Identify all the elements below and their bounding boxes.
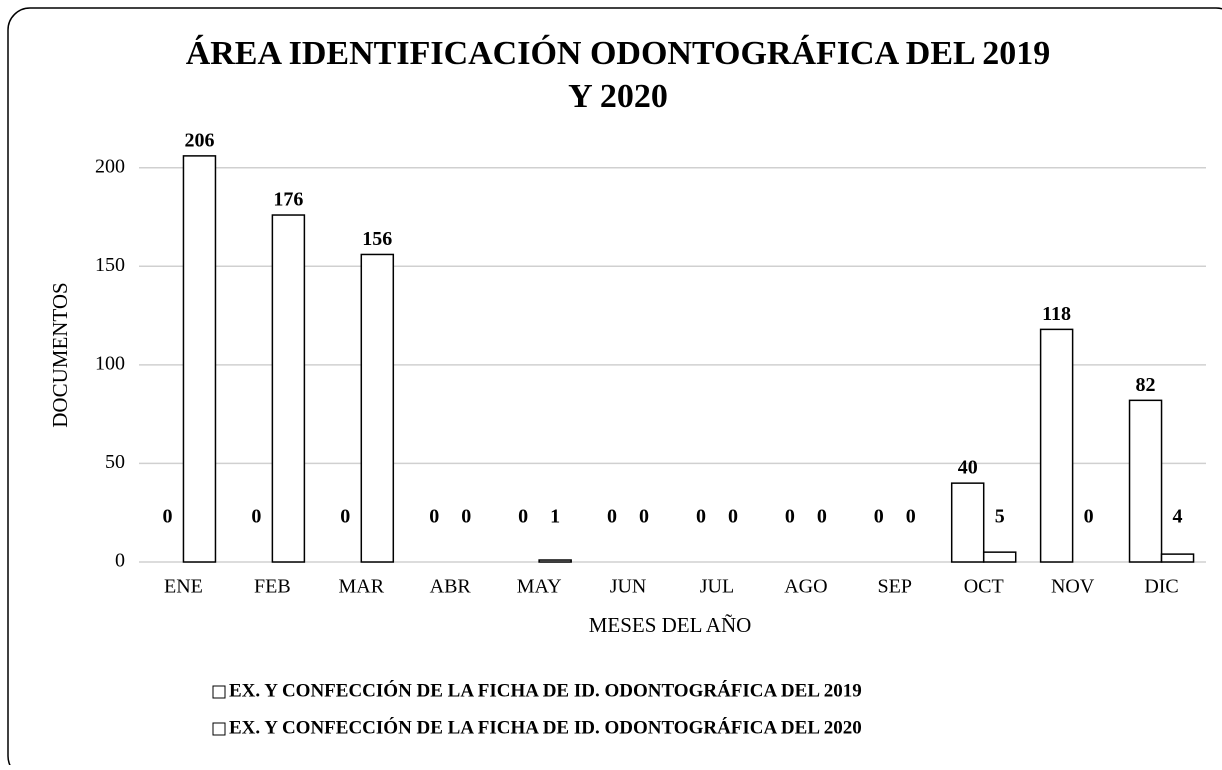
data-label: 0	[817, 506, 827, 528]
data-label: 0	[461, 506, 471, 528]
x-tick-label: ABR	[430, 576, 472, 598]
y-tick-label: 200	[95, 155, 125, 177]
legend-label: EX. Y CONFECCIÓN DE LA FICHA DE ID. ODON…	[229, 679, 862, 701]
bar	[271, 214, 306, 563]
data-label: 0	[639, 506, 649, 528]
x-tick-label: MAY	[517, 576, 562, 598]
x-axis-label: MESES DEL AÑO	[589, 613, 752, 637]
data-label: 1	[550, 506, 560, 528]
data-label: 5	[995, 506, 1005, 528]
legend-swatch	[212, 685, 226, 699]
bar	[1160, 553, 1195, 563]
data-label: 0	[906, 506, 916, 528]
data-label: 0	[785, 506, 795, 528]
x-tick-label: FEB	[254, 576, 291, 598]
data-label: 0	[340, 506, 350, 528]
legend-label: EX. Y CONFECCIÓN DE LA FICHA DE ID. ODON…	[229, 716, 862, 738]
data-label: 0	[429, 506, 439, 528]
x-tick-label: JUN	[610, 576, 647, 598]
data-label: 118	[1042, 303, 1071, 325]
x-tick-label: ENE	[164, 576, 203, 598]
bar	[982, 551, 1017, 563]
legend-swatch	[212, 722, 226, 736]
y-tick-label: 0	[115, 550, 125, 572]
bar	[1039, 328, 1074, 563]
data-label: 0	[162, 506, 172, 528]
bar	[538, 559, 572, 563]
data-label: 0	[696, 506, 706, 528]
bar	[360, 253, 395, 563]
x-tick-label: JUL	[700, 576, 734, 598]
x-tick-label: OCT	[964, 576, 1004, 598]
chart-subtitle: Y 2020	[568, 78, 668, 115]
x-tick-label: AGO	[784, 576, 827, 598]
data-label: 206	[184, 129, 214, 151]
y-tick-label: 150	[95, 254, 125, 276]
bar	[182, 155, 217, 563]
data-label: 0	[518, 506, 528, 528]
data-label: 0	[1084, 506, 1094, 528]
bar	[950, 482, 985, 563]
data-label: 176	[273, 189, 303, 211]
frame	[7, 7, 1222, 770]
data-label: 0	[607, 506, 617, 528]
data-label: 0	[728, 506, 738, 528]
data-label: 156	[362, 228, 392, 250]
y-tick-label: 50	[105, 451, 125, 473]
y-tick-label: 100	[95, 352, 125, 374]
y-axis-label: DOCUMENTOS	[48, 282, 72, 427]
x-tick-label: MAR	[339, 576, 385, 598]
data-label: 40	[958, 457, 978, 479]
data-label: 82	[1136, 374, 1156, 396]
data-label: 0	[251, 506, 261, 528]
bar	[1128, 399, 1163, 563]
data-label: 0	[874, 506, 884, 528]
x-tick-label: SEP	[878, 576, 912, 598]
x-tick-label: NOV	[1051, 576, 1095, 598]
chart-title: ÁREA IDENTIFICACIÓN ODONTOGRÁFICA DEL 20…	[186, 34, 1051, 72]
data-label: 4	[1173, 506, 1183, 528]
x-tick-label: DIC	[1144, 576, 1178, 598]
